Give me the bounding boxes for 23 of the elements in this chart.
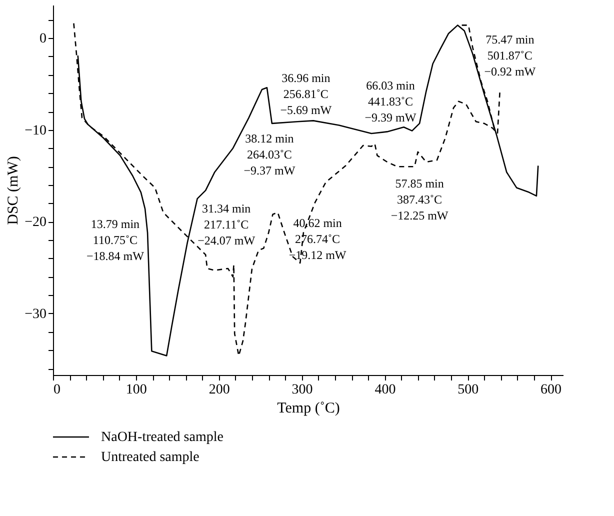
y-tick-label: 0 [40, 32, 46, 47]
annotation: 57.85 min 387.43˚C −12.25 mW [390, 176, 449, 223]
annotation: 31.34 min 217.11˚C −24.07 mW [198, 201, 256, 248]
x-tick-label: 500 [458, 382, 479, 398]
y-axis-title: DSC (mW) [6, 156, 22, 225]
x-tick-label: 400 [374, 382, 396, 398]
x-tick-label: 0 [54, 382, 60, 398]
y-tick-label: −30 [24, 306, 46, 322]
annotation: 38.12 min 264.03˚C −9.37 mW [244, 132, 296, 178]
annotation: 75.47 min 501.87˚C −0.92 mW [484, 32, 536, 78]
y-tick-label: −10 [24, 123, 46, 138]
x-tick-label: 200 [208, 382, 230, 398]
x-axis-title: Temp (˚C) [277, 400, 340, 416]
annotation: 40.62 min 276.74˚C −19.12 mW [288, 216, 347, 262]
y-tick-label: −20 [24, 215, 46, 230]
legend-label: Untreated sample [101, 450, 200, 465]
annotation: 66.03 min 441.83˚C −9.39 mW [364, 78, 417, 124]
annotation: 36.96 min 256.81˚C −5.69 mW [280, 70, 332, 117]
x-tick-label: 600 [540, 382, 562, 398]
annotation: 13.79 min 110.75˚C −18.84 mW [86, 216, 145, 263]
x-tick-label: 100 [126, 382, 147, 398]
legend-label: NaOH-treated sample [101, 430, 224, 445]
x-tick-label: 300 [292, 382, 313, 398]
